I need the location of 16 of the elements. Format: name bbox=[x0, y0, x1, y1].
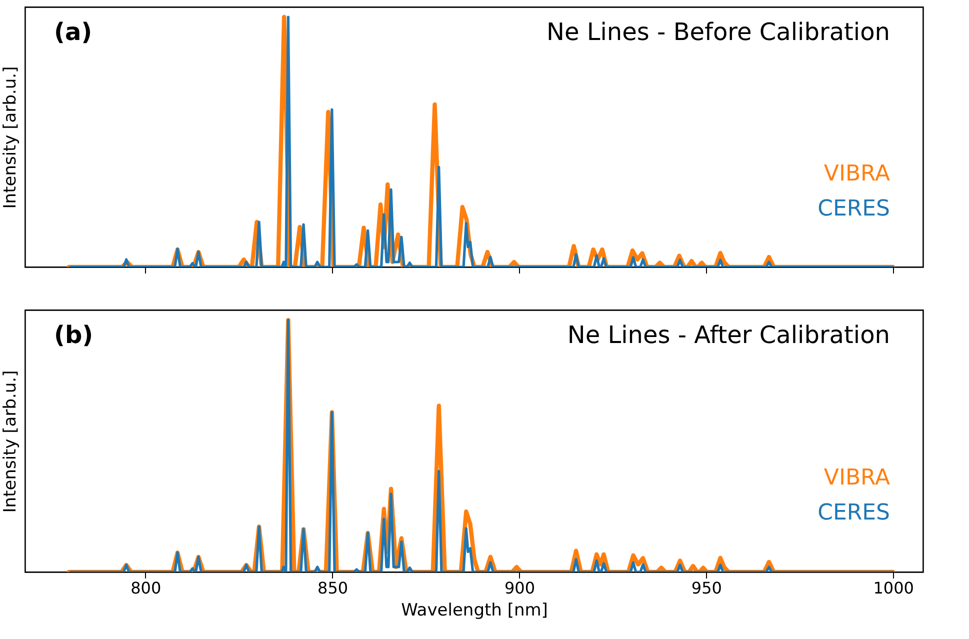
text: CERES bbox=[818, 500, 890, 526]
x-axis-title: Wavelength [nm] bbox=[401, 600, 548, 620]
x-tick-label: 1000 bbox=[873, 578, 914, 598]
y-axis-title: Intensity [arb.u.] bbox=[0, 370, 20, 513]
annotation: (b) bbox=[54, 321, 94, 349]
x-tick-label: 950 bbox=[691, 578, 722, 598]
text: VIBRA bbox=[824, 466, 890, 491]
text: VIBRA bbox=[824, 161, 890, 186]
x-tick-label: 850 bbox=[318, 578, 348, 598]
chart-title: Ne Lines - After Calibration bbox=[567, 321, 890, 349]
annotation: (a) bbox=[54, 18, 92, 46]
chart-title: Ne Lines - Before Calibration bbox=[546, 18, 890, 46]
y-axis-title: Intensity [arb.u.] bbox=[0, 66, 20, 209]
x-tick-label: 900 bbox=[504, 578, 536, 598]
x-tick-label: 800 bbox=[130, 578, 162, 598]
text: CERES bbox=[818, 196, 890, 222]
